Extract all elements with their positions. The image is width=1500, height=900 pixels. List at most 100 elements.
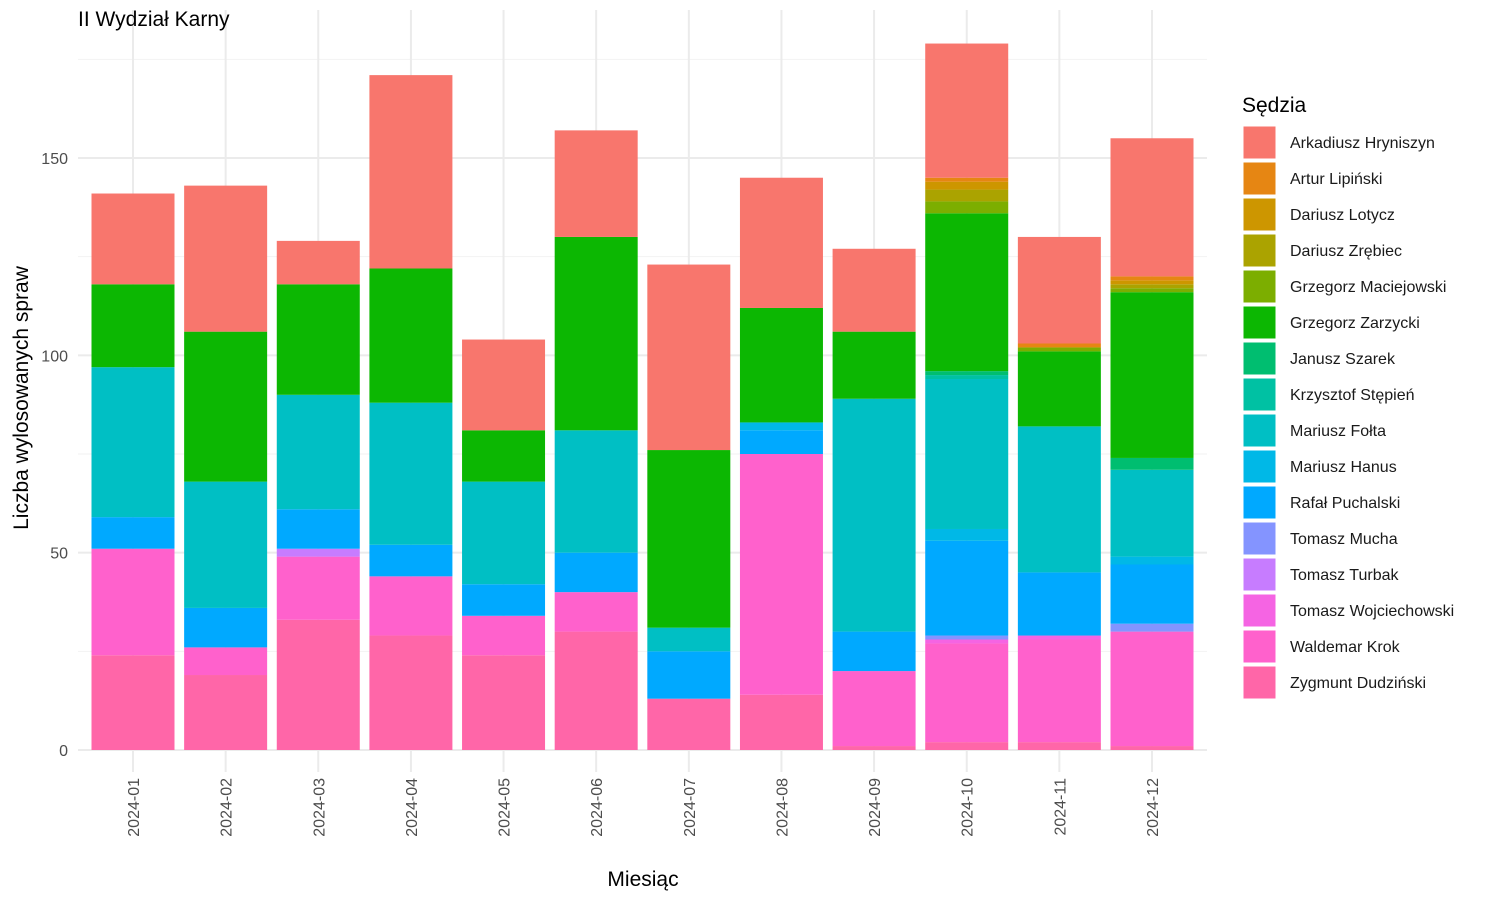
bar-segment	[184, 481, 268, 608]
bar-segment	[925, 639, 1009, 644]
legend-key	[1242, 665, 1277, 700]
bar-segment	[184, 607, 268, 648]
bar-segment	[925, 189, 1009, 202]
bar-segment	[554, 631, 638, 750]
legend-label: Waldemar Krok	[1290, 639, 1401, 656]
bar-segment	[925, 643, 1009, 743]
x-axis-ticks: 2024-01 2024-02 2024-03 2024-04 2024-05 2024-…	[126, 778, 1162, 837]
legend-key	[1242, 269, 1277, 304]
y-tick-label: 150	[41, 151, 68, 168]
bar-segment	[925, 540, 1009, 636]
bar-segment	[369, 402, 453, 545]
legend-key	[1242, 521, 1277, 556]
legend-key	[1242, 557, 1277, 592]
x-tick-label: 2024-08	[774, 778, 791, 837]
legend-label: Tomasz Wojciechowski	[1290, 603, 1454, 620]
bar-segment	[1110, 746, 1194, 750]
bar-segment	[647, 698, 731, 750]
legend-key	[1242, 413, 1277, 448]
bar-segment	[925, 371, 1009, 376]
bar-segment	[925, 177, 1009, 182]
bar-segment	[832, 671, 916, 747]
bar-segment	[1110, 564, 1194, 624]
bar-segment	[1110, 138, 1194, 277]
bar-segment	[1017, 343, 1101, 348]
bar-segment	[462, 339, 546, 431]
legend-label: Janusz Szarek	[1290, 351, 1396, 368]
x-tick-label: 2024-04	[404, 778, 421, 837]
bar-segment	[739, 430, 823, 454]
bar-segment	[1110, 631, 1194, 747]
legend-label: Artur Lipiński	[1290, 171, 1382, 188]
bars	[91, 43, 1194, 750]
bar-segment	[462, 430, 546, 482]
bar-segment	[554, 236, 638, 431]
bar-segment	[91, 193, 175, 285]
bar-segment	[369, 635, 453, 750]
bar-segment	[91, 517, 175, 549]
y-tick-label: 50	[50, 546, 68, 563]
bar-segment	[369, 75, 453, 269]
legend-label: Arkadiusz Hryniszyn	[1290, 135, 1435, 152]
legend-key	[1242, 161, 1277, 196]
y-tick-label: 100	[41, 348, 68, 365]
legend-key	[1242, 125, 1277, 160]
bar-segment	[1017, 639, 1101, 743]
bar-segment	[184, 647, 268, 676]
bar-segment	[925, 742, 1009, 750]
legend-key	[1242, 305, 1277, 340]
bar-segment	[276, 284, 360, 395]
bar-segment	[647, 627, 731, 652]
legend-key	[1242, 197, 1277, 232]
legend-label: Krzysztof Stępień	[1290, 387, 1415, 404]
bar-segment	[276, 394, 360, 510]
bar-segment	[91, 367, 175, 518]
bar-segment	[832, 398, 916, 632]
bar-segment	[647, 450, 731, 628]
bar-segment	[1110, 288, 1194, 293]
bar-segment	[1110, 276, 1194, 281]
bar-segment	[925, 43, 1009, 178]
bar-segment	[276, 556, 360, 620]
bar-segment	[462, 584, 546, 616]
bar-segment	[739, 422, 823, 431]
bar-segment	[276, 619, 360, 750]
x-tick-label: 2024-09	[867, 778, 884, 837]
x-tick-label: 2024-05	[497, 778, 514, 837]
bar-segment	[1110, 556, 1194, 565]
bar-segment	[925, 375, 1009, 380]
bar-segment	[91, 548, 175, 656]
x-tick-label: 2024-12	[1145, 778, 1162, 837]
bar-segment	[832, 331, 916, 399]
bar-segment	[554, 130, 638, 237]
bar-segment	[1017, 347, 1101, 352]
bar-segment	[832, 631, 916, 672]
legend-key	[1242, 485, 1277, 520]
bar-segment	[1017, 635, 1101, 640]
legend-label: Grzegorz Maciejowski	[1290, 279, 1446, 296]
x-tick-label: 2024-01	[126, 778, 143, 837]
bar-segment	[276, 548, 360, 557]
bar-segment	[276, 240, 360, 285]
legend-key	[1242, 341, 1277, 376]
bar-segment	[739, 454, 823, 695]
x-axis-title: Miesiąc	[607, 868, 678, 891]
legend-key	[1242, 629, 1277, 664]
bar-segment	[554, 592, 638, 632]
legend: Sędzia Arkadiusz Hryniszyn Artur Lipiński…	[1242, 94, 1454, 700]
x-tick-label: 2024-03	[311, 778, 328, 837]
legend-label: Dariusz Lotycz	[1290, 207, 1395, 224]
bar-segment	[1017, 236, 1101, 344]
bar-segment	[554, 430, 638, 553]
x-tick-label: 2024-11	[1052, 778, 1069, 836]
legend-label: Mariusz Fołta	[1290, 423, 1386, 440]
bar-segment	[832, 248, 916, 332]
bar-segment	[925, 528, 1009, 541]
bar-segment	[925, 181, 1009, 190]
y-axis-ticks: 0 50 100 150	[41, 151, 68, 760]
bar-segment	[91, 284, 175, 368]
bar-segment	[739, 177, 823, 308]
bar-segment	[1110, 284, 1194, 289]
bar-segment	[1017, 742, 1101, 750]
